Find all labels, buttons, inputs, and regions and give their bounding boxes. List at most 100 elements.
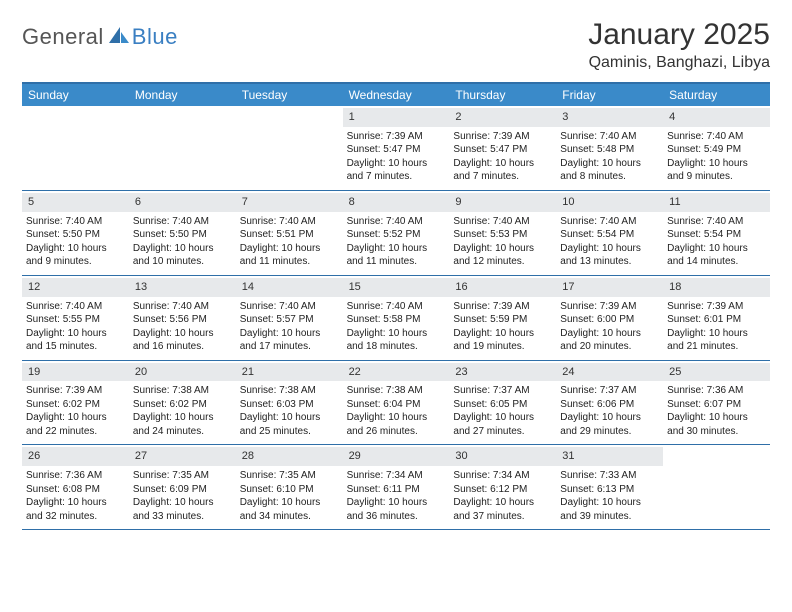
calendar-cell: 6Sunrise: 7:40 AMSunset: 5:50 PMDaylight… bbox=[129, 191, 236, 275]
day-number: 27 bbox=[129, 447, 236, 466]
sunrise-text: Sunrise: 7:40 AM bbox=[240, 215, 339, 229]
day-number: 22 bbox=[343, 363, 450, 382]
calendar-cell: 5Sunrise: 7:40 AMSunset: 5:50 PMDaylight… bbox=[22, 191, 129, 275]
daylight-text: Daylight: 10 hours and 14 minutes. bbox=[667, 242, 766, 269]
day-number: 16 bbox=[449, 278, 556, 297]
sunrise-text: Sunrise: 7:38 AM bbox=[133, 384, 232, 398]
sunrise-text: Sunrise: 7:40 AM bbox=[667, 130, 766, 144]
day-number: 15 bbox=[343, 278, 450, 297]
logo-sail-icon bbox=[108, 26, 130, 49]
calendar-cell: 27Sunrise: 7:35 AMSunset: 6:09 PMDayligh… bbox=[129, 445, 236, 529]
sunset-text: Sunset: 6:10 PM bbox=[240, 483, 339, 497]
day-number: 12 bbox=[22, 278, 129, 297]
sunrise-text: Sunrise: 7:39 AM bbox=[453, 130, 552, 144]
sunrise-text: Sunrise: 7:40 AM bbox=[26, 300, 125, 314]
day-header: Sunday bbox=[22, 84, 129, 106]
calendar-cell: 12Sunrise: 7:40 AMSunset: 5:55 PMDayligh… bbox=[22, 276, 129, 360]
sunrise-text: Sunrise: 7:40 AM bbox=[347, 300, 446, 314]
sunrise-text: Sunrise: 7:40 AM bbox=[347, 215, 446, 229]
sunset-text: Sunset: 5:54 PM bbox=[560, 228, 659, 242]
sunrise-text: Sunrise: 7:40 AM bbox=[560, 130, 659, 144]
calendar-cell: 7Sunrise: 7:40 AMSunset: 5:51 PMDaylight… bbox=[236, 191, 343, 275]
day-number: 3 bbox=[556, 108, 663, 127]
sunrise-text: Sunrise: 7:40 AM bbox=[453, 215, 552, 229]
sunrise-text: Sunrise: 7:35 AM bbox=[240, 469, 339, 483]
sunrise-text: Sunrise: 7:39 AM bbox=[560, 300, 659, 314]
day-header: Thursday bbox=[449, 84, 556, 106]
daylight-text: Daylight: 10 hours and 10 minutes. bbox=[133, 242, 232, 269]
sunrise-text: Sunrise: 7:34 AM bbox=[453, 469, 552, 483]
calendar-cell: 18Sunrise: 7:39 AMSunset: 6:01 PMDayligh… bbox=[663, 276, 770, 360]
daylight-text: Daylight: 10 hours and 7 minutes. bbox=[453, 157, 552, 184]
daylight-text: Daylight: 10 hours and 11 minutes. bbox=[347, 242, 446, 269]
day-number: 7 bbox=[236, 193, 343, 212]
daylight-text: Daylight: 10 hours and 20 minutes. bbox=[560, 327, 659, 354]
sunrise-text: Sunrise: 7:34 AM bbox=[347, 469, 446, 483]
day-number: 29 bbox=[343, 447, 450, 466]
sunset-text: Sunset: 5:56 PM bbox=[133, 313, 232, 327]
day-number: 13 bbox=[129, 278, 236, 297]
calendar-cell: 4Sunrise: 7:40 AMSunset: 5:49 PMDaylight… bbox=[663, 106, 770, 190]
calendar-cell: 2Sunrise: 7:39 AMSunset: 5:47 PMDaylight… bbox=[449, 106, 556, 190]
day-number: 11 bbox=[663, 193, 770, 212]
day-number: 18 bbox=[663, 278, 770, 297]
day-number bbox=[129, 108, 236, 112]
day-number: 30 bbox=[449, 447, 556, 466]
sunset-text: Sunset: 6:00 PM bbox=[560, 313, 659, 327]
calendar-cell: 14Sunrise: 7:40 AMSunset: 5:57 PMDayligh… bbox=[236, 276, 343, 360]
logo-text-1: General bbox=[22, 24, 104, 50]
day-number: 20 bbox=[129, 363, 236, 382]
daylight-text: Daylight: 10 hours and 9 minutes. bbox=[667, 157, 766, 184]
calendar-cell: 25Sunrise: 7:36 AMSunset: 6:07 PMDayligh… bbox=[663, 361, 770, 445]
sunset-text: Sunset: 6:09 PM bbox=[133, 483, 232, 497]
sunrise-text: Sunrise: 7:38 AM bbox=[347, 384, 446, 398]
calendar-cell: 21Sunrise: 7:38 AMSunset: 6:03 PMDayligh… bbox=[236, 361, 343, 445]
calendar-cell: 29Sunrise: 7:34 AMSunset: 6:11 PMDayligh… bbox=[343, 445, 450, 529]
weeks-container: 1Sunrise: 7:39 AMSunset: 5:47 PMDaylight… bbox=[22, 106, 770, 530]
sunrise-text: Sunrise: 7:38 AM bbox=[240, 384, 339, 398]
daylight-text: Daylight: 10 hours and 22 minutes. bbox=[26, 411, 125, 438]
calendar-cell: 20Sunrise: 7:38 AMSunset: 6:02 PMDayligh… bbox=[129, 361, 236, 445]
calendar-cell: 16Sunrise: 7:39 AMSunset: 5:59 PMDayligh… bbox=[449, 276, 556, 360]
day-number: 23 bbox=[449, 363, 556, 382]
sunset-text: Sunset: 6:04 PM bbox=[347, 398, 446, 412]
day-number: 2 bbox=[449, 108, 556, 127]
daylight-text: Daylight: 10 hours and 30 minutes. bbox=[667, 411, 766, 438]
calendar-cell: 9Sunrise: 7:40 AMSunset: 5:53 PMDaylight… bbox=[449, 191, 556, 275]
daylight-text: Daylight: 10 hours and 21 minutes. bbox=[667, 327, 766, 354]
sunrise-text: Sunrise: 7:40 AM bbox=[26, 215, 125, 229]
day-number: 14 bbox=[236, 278, 343, 297]
sunset-text: Sunset: 5:48 PM bbox=[560, 143, 659, 157]
sunset-text: Sunset: 5:58 PM bbox=[347, 313, 446, 327]
calendar-cell: 13Sunrise: 7:40 AMSunset: 5:56 PMDayligh… bbox=[129, 276, 236, 360]
sunset-text: Sunset: 6:12 PM bbox=[453, 483, 552, 497]
week-row: 1Sunrise: 7:39 AMSunset: 5:47 PMDaylight… bbox=[22, 106, 770, 191]
daylight-text: Daylight: 10 hours and 8 minutes. bbox=[560, 157, 659, 184]
daylight-text: Daylight: 10 hours and 36 minutes. bbox=[347, 496, 446, 523]
day-number: 9 bbox=[449, 193, 556, 212]
calendar-cell: 11Sunrise: 7:40 AMSunset: 5:54 PMDayligh… bbox=[663, 191, 770, 275]
daylight-text: Daylight: 10 hours and 15 minutes. bbox=[26, 327, 125, 354]
calendar-cell: 17Sunrise: 7:39 AMSunset: 6:00 PMDayligh… bbox=[556, 276, 663, 360]
sunset-text: Sunset: 6:02 PM bbox=[26, 398, 125, 412]
daylight-text: Daylight: 10 hours and 26 minutes. bbox=[347, 411, 446, 438]
sunrise-text: Sunrise: 7:40 AM bbox=[667, 215, 766, 229]
week-row: 5Sunrise: 7:40 AMSunset: 5:50 PMDaylight… bbox=[22, 191, 770, 276]
day-number: 26 bbox=[22, 447, 129, 466]
sunrise-text: Sunrise: 7:33 AM bbox=[560, 469, 659, 483]
header: General Blue January 2025 Qaminis, Bangh… bbox=[22, 18, 770, 72]
sunrise-text: Sunrise: 7:37 AM bbox=[560, 384, 659, 398]
calendar-cell: 31Sunrise: 7:33 AMSunset: 6:13 PMDayligh… bbox=[556, 445, 663, 529]
calendar-cell: 15Sunrise: 7:40 AMSunset: 5:58 PMDayligh… bbox=[343, 276, 450, 360]
sunset-text: Sunset: 5:47 PM bbox=[347, 143, 446, 157]
calendar: Sunday Monday Tuesday Wednesday Thursday… bbox=[22, 82, 770, 530]
sunset-text: Sunset: 6:03 PM bbox=[240, 398, 339, 412]
location: Qaminis, Banghazi, Libya bbox=[588, 54, 770, 72]
sunset-text: Sunset: 6:07 PM bbox=[667, 398, 766, 412]
daylight-text: Daylight: 10 hours and 17 minutes. bbox=[240, 327, 339, 354]
sunrise-text: Sunrise: 7:37 AM bbox=[453, 384, 552, 398]
daylight-text: Daylight: 10 hours and 33 minutes. bbox=[133, 496, 232, 523]
day-number: 24 bbox=[556, 363, 663, 382]
daylight-text: Daylight: 10 hours and 32 minutes. bbox=[26, 496, 125, 523]
calendar-cell bbox=[22, 106, 129, 190]
